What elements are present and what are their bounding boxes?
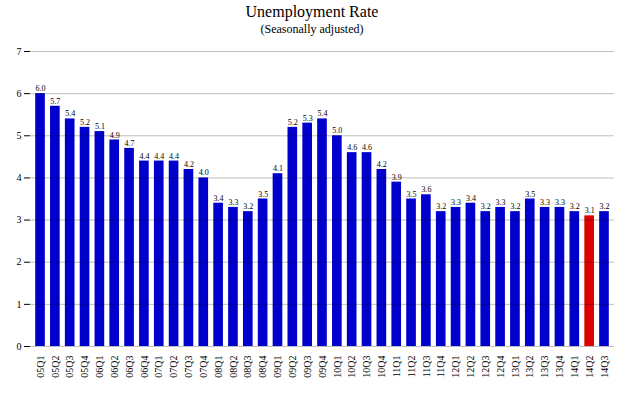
svg-text:4.2: 4.2: [377, 160, 387, 169]
svg-text:4.7: 4.7: [125, 139, 135, 148]
svg-text:3.3: 3.3: [555, 198, 565, 207]
svg-text:3.2: 3.2: [570, 202, 580, 211]
svg-text:13Q3: 13Q3: [539, 356, 550, 378]
svg-text:11Q4: 11Q4: [435, 356, 446, 378]
svg-text:11Q2: 11Q2: [406, 356, 417, 378]
html-text:(Seasonally adjusted): (Seasonally adjusted): [260, 22, 364, 36]
svg-text:05Q2: 05Q2: [50, 356, 61, 378]
svg-text:3.2: 3.2: [436, 202, 446, 211]
svg-text:5.3: 5.3: [303, 114, 313, 123]
svg-text:06Q2: 06Q2: [109, 356, 120, 378]
svg-text:08Q4: 08Q4: [257, 356, 268, 378]
svg-text:05Q4: 05Q4: [79, 356, 90, 378]
svg-text:4.4: 4.4: [169, 152, 179, 161]
svg-text:3.4: 3.4: [466, 194, 476, 203]
svg-text:3.3: 3.3: [496, 198, 506, 207]
svg-text:6: 6: [17, 88, 22, 99]
svg-text:12Q3: 12Q3: [480, 356, 491, 378]
svg-text:3.3: 3.3: [228, 198, 238, 207]
svg-text:3.2: 3.2: [599, 202, 609, 211]
svg-text:4.4: 4.4: [154, 152, 164, 161]
svg-text:4.9: 4.9: [110, 131, 120, 140]
svg-text:3.1: 3.1: [585, 206, 595, 215]
svg-text:3.3: 3.3: [540, 198, 550, 207]
svg-text:14Q2: 14Q2: [584, 356, 595, 378]
svg-text:4.2: 4.2: [184, 160, 194, 169]
svg-text:5.0: 5.0: [332, 126, 342, 135]
svg-text:4.6: 4.6: [362, 143, 372, 152]
svg-text:3.2: 3.2: [481, 202, 491, 211]
svg-text:08Q3: 08Q3: [242, 356, 253, 378]
svg-text:07Q1: 07Q1: [153, 356, 164, 378]
svg-text:4.0: 4.0: [199, 168, 209, 177]
svg-text:13Q2: 13Q2: [524, 356, 535, 378]
svg-text:11Q1: 11Q1: [391, 356, 402, 378]
svg-text:12Q1: 12Q1: [450, 356, 461, 378]
svg-text:06Q3: 06Q3: [124, 356, 135, 378]
svg-text:5.7: 5.7: [50, 97, 60, 106]
svg-text:0: 0: [17, 341, 22, 352]
svg-text:09Q2: 09Q2: [287, 356, 298, 378]
svg-text:05Q3: 05Q3: [64, 356, 75, 378]
svg-text:10Q2: 10Q2: [346, 356, 357, 378]
svg-text:06Q4: 06Q4: [139, 356, 150, 378]
svg-text:4.6: 4.6: [347, 143, 357, 152]
svg-text:3.2: 3.2: [243, 202, 253, 211]
svg-text:3.2: 3.2: [510, 202, 520, 211]
svg-text:3: 3: [17, 214, 22, 225]
svg-text:07Q2: 07Q2: [168, 356, 179, 378]
svg-text:08Q1: 08Q1: [213, 356, 224, 378]
svg-text:05Q1: 05Q1: [35, 356, 46, 378]
svg-text:3.6: 3.6: [421, 185, 431, 194]
svg-text:13Q1: 13Q1: [510, 356, 521, 378]
svg-text:3.4: 3.4: [214, 194, 224, 203]
svg-text:12Q4: 12Q4: [495, 356, 506, 378]
svg-text:5.4: 5.4: [318, 109, 328, 118]
svg-text:08Q2: 08Q2: [228, 356, 239, 378]
svg-text:6.0: 6.0: [36, 84, 46, 93]
svg-text:09Q1: 09Q1: [272, 356, 283, 378]
svg-text:5.1: 5.1: [95, 122, 105, 131]
svg-text:3.5: 3.5: [407, 190, 417, 199]
svg-text:11Q3: 11Q3: [421, 356, 432, 378]
svg-text:06Q1: 06Q1: [94, 356, 105, 378]
svg-text:14Q3: 14Q3: [599, 356, 610, 378]
svg-text:3.5: 3.5: [525, 190, 535, 199]
svg-text:4.4: 4.4: [139, 152, 149, 161]
svg-text:09Q3: 09Q3: [302, 356, 313, 378]
svg-text:10Q1: 10Q1: [332, 356, 343, 378]
svg-text:10Q4: 10Q4: [376, 356, 387, 378]
svg-text:13Q4: 13Q4: [554, 356, 565, 378]
svg-text:12Q2: 12Q2: [465, 356, 476, 378]
svg-text:3.5: 3.5: [258, 190, 268, 199]
svg-text:07Q3: 07Q3: [183, 356, 194, 378]
svg-text:5: 5: [17, 130, 22, 141]
svg-text:2: 2: [17, 256, 22, 267]
svg-text:7: 7: [17, 46, 22, 57]
html-text:Unemployment Rate: Unemployment Rate: [245, 3, 379, 20]
svg-text:10Q3: 10Q3: [361, 356, 372, 378]
svg-text:4: 4: [17, 172, 22, 183]
svg-text:07Q4: 07Q4: [198, 356, 209, 378]
svg-text:14Q1: 14Q1: [569, 356, 580, 378]
svg-text:5.2: 5.2: [80, 118, 90, 127]
svg-text:3.9: 3.9: [392, 173, 402, 182]
svg-text:1: 1: [17, 299, 22, 310]
svg-text:5.2: 5.2: [288, 118, 298, 127]
svg-text:4.1: 4.1: [273, 164, 283, 173]
svg-text:09Q4: 09Q4: [317, 356, 328, 378]
svg-text:5.4: 5.4: [65, 109, 75, 118]
svg-text:3.3: 3.3: [451, 198, 461, 207]
